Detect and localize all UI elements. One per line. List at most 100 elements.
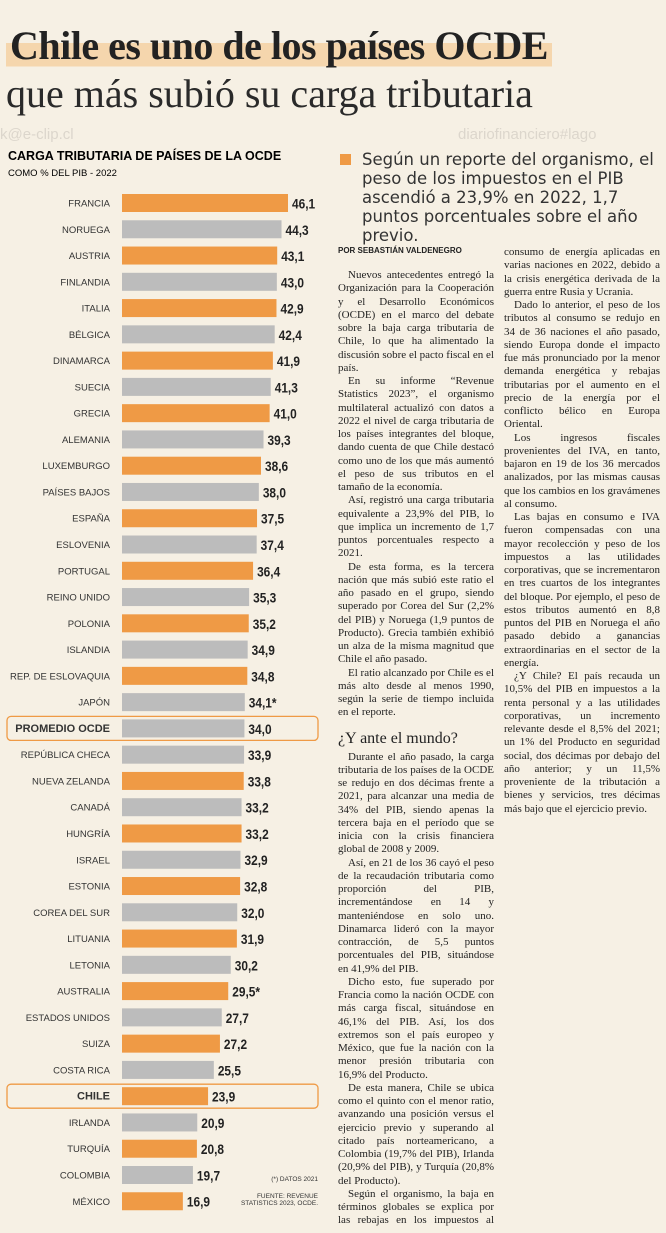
value-label: 27,2 [224,1036,247,1052]
category-label: ESLOVENIA [56,540,111,551]
paragraph: En su informe “Revenue Statistics 2023”,… [338,375,494,493]
paragraph: ¿Y Chile? El país recauda un 10,5% del P… [504,670,660,815]
category-label: ALEMANIA [62,435,111,446]
category-label: ESTONIA [68,882,110,893]
value-label: 30,2 [235,957,258,973]
value-label: 31,9 [241,931,264,947]
value-label: 43,1 [281,248,304,264]
bar [122,1034,220,1053]
paragraph: El ratio alcanzado por Chile es el más a… [338,666,494,719]
bar [122,588,250,607]
category-label: BÉLGICA [69,330,111,341]
category-label: IRLANDA [69,1118,111,1129]
category-label: LITUANIA [67,934,110,945]
category-label: MÉXICO [73,1197,110,1208]
category-label: ESTADOS UNIDOS [26,1013,110,1024]
category-label: PAÍSES BAJOS [43,487,110,498]
category-label: LETONIA [70,960,111,971]
value-label: 37,4 [261,537,285,553]
category-label: ITALIA [82,304,111,315]
bar [122,982,229,1001]
value-label: 33,8 [248,774,271,790]
bar [122,194,288,212]
category-label: TURQUÍA [67,1144,110,1155]
paragraph: Así, registró una carga tributaria equiv… [338,494,494,560]
category-label: AUSTRIA [69,251,111,262]
category-label: FINLANDIA [60,277,110,288]
value-label: 33,2 [246,800,269,816]
value-label: 34,9 [252,642,275,658]
category-label: SUIZA [82,1039,111,1050]
bar [122,771,244,790]
value-label: 35,2 [253,616,276,632]
category-label: CANADÁ [70,803,110,814]
bar [122,1113,198,1132]
bar [122,1060,214,1079]
category-label: ESPAÑA [72,514,111,525]
value-label: 43,0 [281,274,304,290]
value-label: 20,8 [201,1141,224,1157]
bar [122,404,270,423]
paragraph: Dicho esto, fue superado por Francia com… [338,975,494,1081]
category-label: ISRAEL [76,855,110,866]
bar [122,1087,209,1106]
paragraph: Nuevos antecedentes entregó la Organizac… [338,269,494,374]
category-label: PORTUGAL [58,566,110,577]
bar [122,561,254,580]
category-label: LUXEMBURGO [42,461,110,472]
bar [122,850,241,869]
bar [122,351,273,370]
chart-subtitle: COMO % DEL PIB - 2022 [8,168,117,179]
value-label: 23,9 [212,1089,235,1105]
bar [122,693,245,712]
category-label: NORUEGA [62,225,111,236]
article-body: POR SEBASTIÁN VALDENEGRO Nuevos anteceden… [338,246,660,1230]
value-label: 37,5 [261,511,284,527]
bar [122,299,277,318]
category-label: DINAMARCA [53,356,111,367]
chart-note: FUENTE: REVENUE STATISTICS 2023, OCDE. [240,1193,318,1207]
category-label: REP. DE ESLOVAQUIA [10,671,111,682]
paragraph: De esta forma, es la tercera nación que … [338,560,494,666]
value-label: 33,9 [248,747,271,763]
category-label: COLOMBIA [60,1170,111,1181]
category-label: COSTA RICA [53,1065,110,1076]
chart-title: CARGA TRIBUTARIA DE PAÍSES DE LA OCDE [8,148,281,163]
category-label: PROMEDIO OCDE [15,723,110,735]
value-label: 38,6 [265,458,288,474]
bar [122,220,282,239]
value-label: 33,2 [246,826,269,842]
value-label: 20,9 [201,1115,224,1131]
paragraph: Según el organismo, la baja en términos … [338,246,660,1227]
value-label: 38,0 [263,485,286,501]
bar [122,719,245,738]
bar [122,824,242,843]
value-label: 32,8 [244,879,267,895]
paragraph: Durante el año pasado, la carga tributar… [338,750,494,856]
value-label: 36,4 [257,563,281,579]
watermark: diariofinanciero#lago [458,126,597,143]
category-label: REPÚBLICA CHECA [21,750,111,761]
watermark: k@e-clip.cl [0,126,74,143]
bar [122,246,278,265]
bar [122,903,238,922]
bar [122,1139,197,1158]
value-label: 32,0 [241,905,264,921]
subhead: ¿Y ante el mundo? [338,729,458,747]
value-label: 25,5 [218,1062,241,1078]
bar [122,798,242,817]
category-label: NUEVA ZELANDA [32,776,111,787]
value-label: 41,3 [275,379,298,395]
paragraph: Las bajas en consumo e IVA fueron compen… [504,511,660,669]
bar [122,509,258,528]
bar [122,456,261,475]
category-label: GRECIA [74,409,111,420]
value-label: 41,9 [277,353,300,369]
bar [122,272,277,291]
value-label: 44,3 [286,222,309,238]
bar [122,430,264,449]
byline: POR SEBASTIÁN VALDENEGRO [338,246,462,255]
bar [122,1165,193,1184]
bar [122,745,245,764]
category-label: CHILE [77,1091,110,1103]
